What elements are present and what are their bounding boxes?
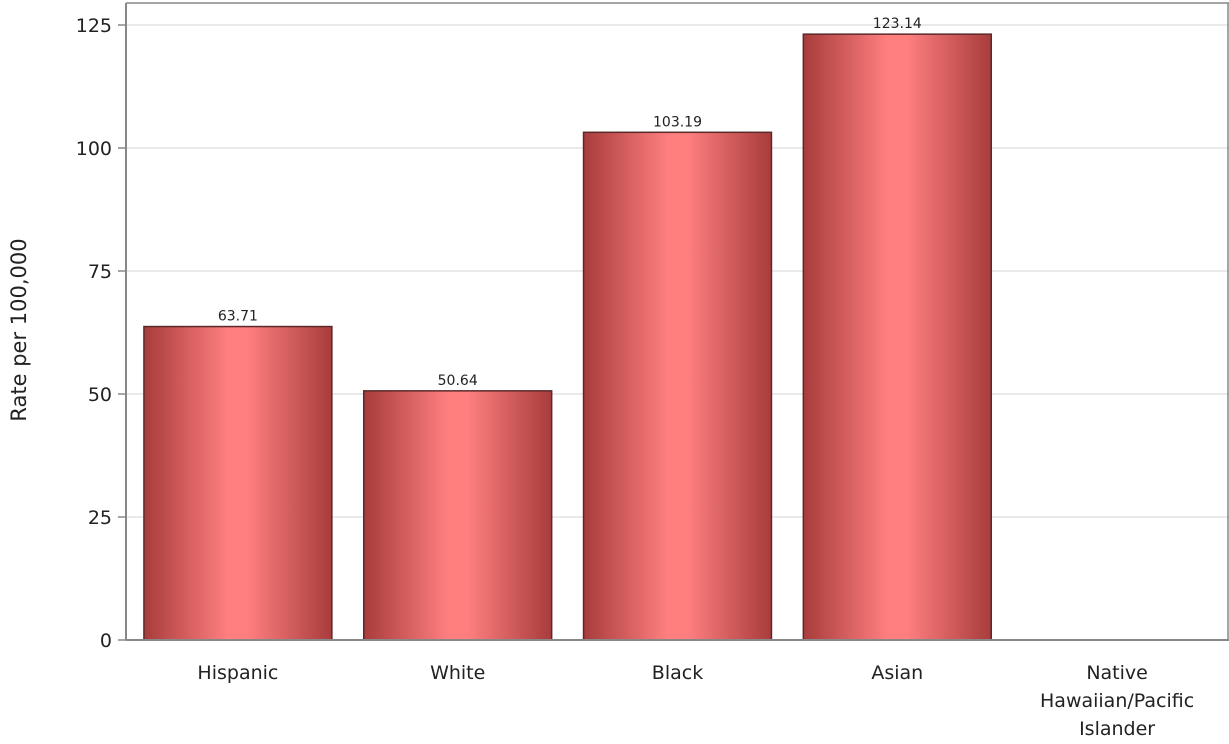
- data-label: 50.64: [438, 373, 478, 389]
- y-tick-label: 75: [88, 261, 112, 283]
- x-tick-label: White: [430, 662, 485, 684]
- x-tick-label: Hispanic: [197, 662, 278, 684]
- x-tick-label-line: Islander: [1079, 718, 1155, 740]
- x-tick-label: Black: [652, 662, 703, 684]
- x-tick-label-line: Hispanic: [197, 662, 278, 684]
- bar-black: [582, 131, 773, 641]
- x-tick-label: Native Hawaiian/Pacific Islander: [1040, 662, 1194, 740]
- x-tick-label-line: Hawaiian/Pacific: [1040, 690, 1194, 712]
- x-tick-label-line: Native: [1086, 662, 1148, 684]
- y-tick-label: 0: [100, 630, 112, 652]
- y-tick-label: 100: [76, 138, 112, 160]
- bar-asian: [802, 33, 993, 641]
- x-tick-label: Asian: [871, 662, 923, 684]
- y-tick-label: 125: [76, 15, 112, 37]
- x-tick-label-line: Black: [652, 662, 703, 684]
- data-label: 63.71: [218, 309, 258, 325]
- bars: [143, 33, 993, 641]
- data-label: 123.14: [873, 16, 922, 32]
- x-tick-label-line: White: [430, 662, 485, 684]
- axes: [118, 2, 1229, 641]
- y-tick-label: 25: [88, 507, 112, 529]
- data-label: 103.19: [653, 114, 702, 130]
- bar-hispanic: [143, 325, 333, 641]
- labels: 0 25 50 75 100 125 63.71 Hispanic 50.64 White 103.…: [76, 15, 1194, 740]
- bar-white: [362, 390, 553, 641]
- x-tick-label-line: Asian: [871, 662, 923, 684]
- y-tick-label: 50: [88, 384, 112, 406]
- y-axis-title: Rate per 100,000: [7, 238, 31, 421]
